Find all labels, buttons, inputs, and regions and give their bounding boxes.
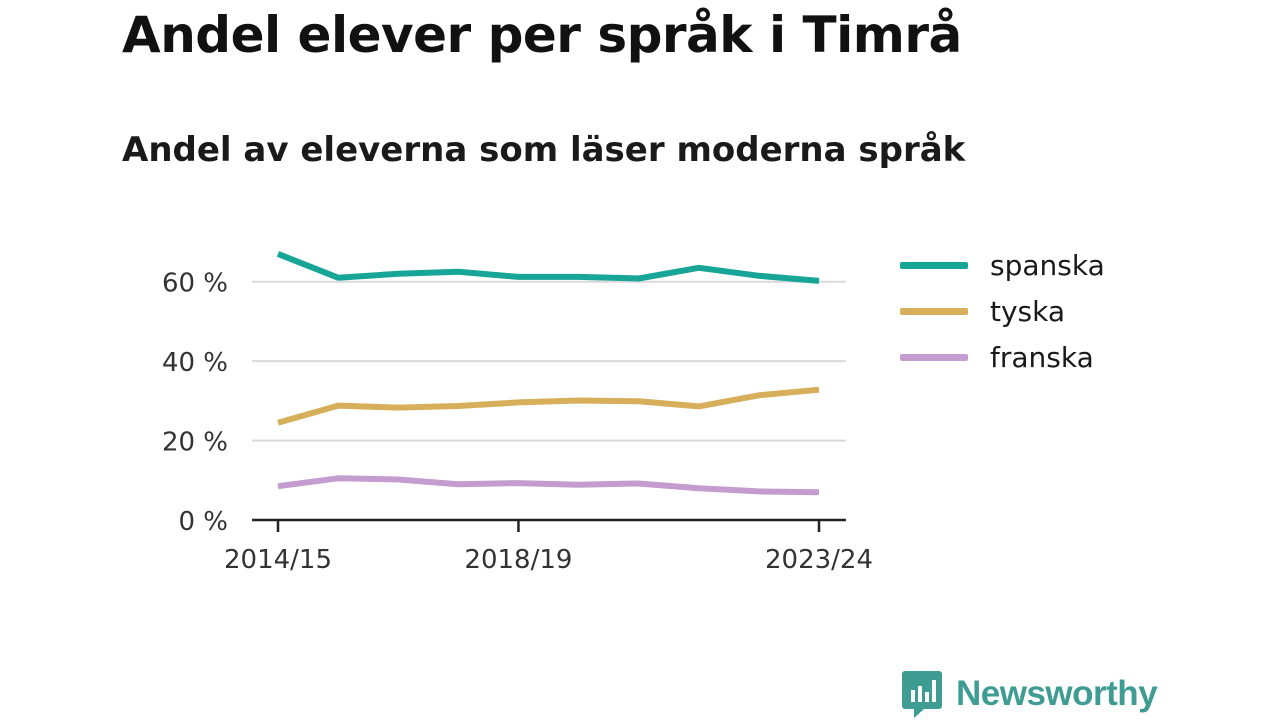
chart-subtitle: Andel av eleverna som läser moderna språ… [122,130,966,170]
legend-label-tyska: tyska [990,294,1066,328]
series-line-franska [277,475,820,496]
y-tick-label-20: 20 % [162,428,228,458]
series-lines [276,251,820,496]
y-tick-label-60: 60 % [162,269,228,299]
chart-title: Andel elever per språk i Timrå [122,6,962,64]
legend-item-franska: franska [900,334,1105,380]
y-tick-label-0: 0 % [178,507,228,537]
legend-swatch-franska [900,353,968,361]
legend-swatch-tyska [900,307,968,315]
x-tick-label-2023/24: 2023/24 [765,545,873,575]
x-axis-tick-labels: 2014/15 2018/19 2023/24 [224,545,873,575]
brand-logo: Newsworthy [902,670,1158,718]
series-line-tyska [277,386,820,426]
legend-swatch-spanska [900,261,968,269]
series-line-spanska [276,251,820,284]
y-tick-label-40: 40 % [162,348,228,378]
legend-label-spanska: spanska [990,248,1105,282]
grid-lines [252,280,846,442]
legend-label-franska: franska [990,340,1094,374]
brand-name: Newsworthy [956,674,1158,713]
x-tick-label-2018/19: 2018/19 [464,545,572,575]
y-axis-tick-labels: 0 % 20 % 40 % 60 % [162,269,228,537]
x-tick-label-2014/15: 2014/15 [224,545,332,575]
legend-item-tyska: tyska [900,288,1105,334]
legend: spanska tyska franska [900,242,1105,380]
newsworthy-logo-icon [902,671,942,718]
x-axis [252,518,846,532]
legend-item-spanska: spanska [900,242,1105,288]
